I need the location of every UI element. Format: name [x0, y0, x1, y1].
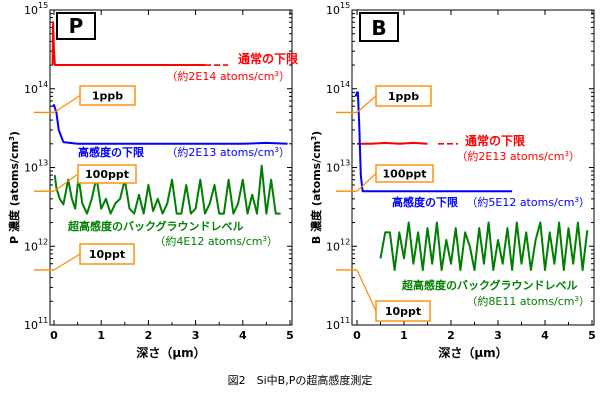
annotation: （約2E13 atoms/cm3）: [166, 145, 290, 159]
y-tick-label: 1012: [326, 237, 350, 253]
reference-box: [79, 243, 135, 265]
reference-box: [375, 164, 434, 183]
reference-label: 100ppt: [383, 168, 427, 181]
reference-leader: [53, 173, 79, 192]
reference-box: [375, 85, 432, 107]
reference-leader: [356, 95, 377, 113]
panel-label: P: [69, 14, 84, 38]
x-tick-label: 1: [400, 329, 408, 342]
x-tick-label: 2: [447, 329, 455, 342]
y-tick-label: 1014: [326, 80, 350, 96]
y-tick-label: 1015: [326, 1, 350, 17]
reference-label: 100ppt: [85, 168, 129, 181]
y-tick-label: 1011: [24, 316, 48, 332]
reference-label: 1ppb: [92, 90, 123, 103]
y-tick-label: 1011: [326, 316, 350, 332]
annotation: 高感度の下限: [78, 145, 144, 159]
reference-label: 10ppt: [385, 305, 421, 318]
x-tick-label: 0: [353, 329, 361, 342]
x-axis-label: 深さ（μm）: [136, 345, 205, 360]
annotation: （約2E14 atoms/cm3）: [166, 69, 290, 83]
series-line-1: [354, 91, 513, 193]
chart-panel-b: 1011 1012 1013 1014 1015 0 1 2 3 4 5 深さ（μm） B 濃度 (at…: [309, 1, 596, 360]
series-line-2: [53, 164, 281, 215]
series-line-1: [51, 104, 288, 145]
panel-label-box: [359, 12, 399, 42]
annotation: 高感度の下限: [392, 195, 458, 209]
panel-label-box: [56, 12, 96, 40]
x-tick-label: 4: [541, 329, 549, 342]
x-tick-label: 0: [50, 329, 58, 342]
annotation: 超高感度のバックグラウンドレベル: [67, 219, 244, 233]
x-tick-label: 3: [494, 329, 502, 342]
series-line-2: [379, 221, 589, 271]
annotation: 通常の下限: [238, 51, 298, 66]
reference-leader: [356, 173, 377, 192]
reference-box: [79, 85, 136, 106]
y-tick-label: 1013: [24, 159, 48, 175]
x-tick-label: 5: [286, 329, 294, 342]
y-axis-label: P 濃度 (atoms/cm3): [7, 131, 21, 244]
annotation: （約2E13 atoms/cm3）: [456, 149, 580, 163]
y-tick-label: 1015: [24, 1, 48, 17]
reference-label: 10ppt: [89, 248, 125, 261]
y-tick-label: 1013: [326, 159, 350, 175]
annotation: （約4E12 atoms/cm3）: [154, 234, 278, 248]
y-tick-label: 1012: [24, 237, 48, 253]
x-tick-label: 2: [145, 329, 153, 342]
annotation: （約8E11 atoms/cm3）: [466, 294, 590, 308]
reference-leader: [356, 269, 377, 312]
y-tick-label: 1014: [24, 80, 48, 96]
y-axis-label: B 濃度 (atoms/cm3): [309, 131, 323, 244]
reference-box: [77, 164, 137, 184]
x-tick-label: 5: [588, 329, 596, 342]
x-tick-label: 3: [192, 329, 200, 342]
annotation: 通常の下限: [465, 133, 525, 148]
chart-panel-p: 1011 1012 1013 1014 1015 0 1 2 3 4 5 深さ（μm） P 濃度 (at…: [7, 1, 298, 360]
annotation: （約5E12 atoms/cm3）: [466, 195, 590, 209]
reference-leader: [53, 253, 81, 271]
x-axis-label: 深さ（μm）: [438, 345, 507, 360]
annotation: 超高感度のバックグラウンドレベル: [401, 278, 578, 292]
series-line-0: [357, 141, 428, 145]
reference-box: [375, 300, 431, 322]
series-line-0: [51, 21, 205, 66]
x-tick-label: 1: [97, 329, 105, 342]
x-tick-label: 4: [239, 329, 247, 342]
panel-label: B: [371, 16, 386, 40]
figure-caption: 図2 Si中B,Pの超高感度測定: [227, 374, 373, 387]
reference-leader: [53, 94, 81, 113]
reference-label: 1ppb: [388, 90, 419, 103]
